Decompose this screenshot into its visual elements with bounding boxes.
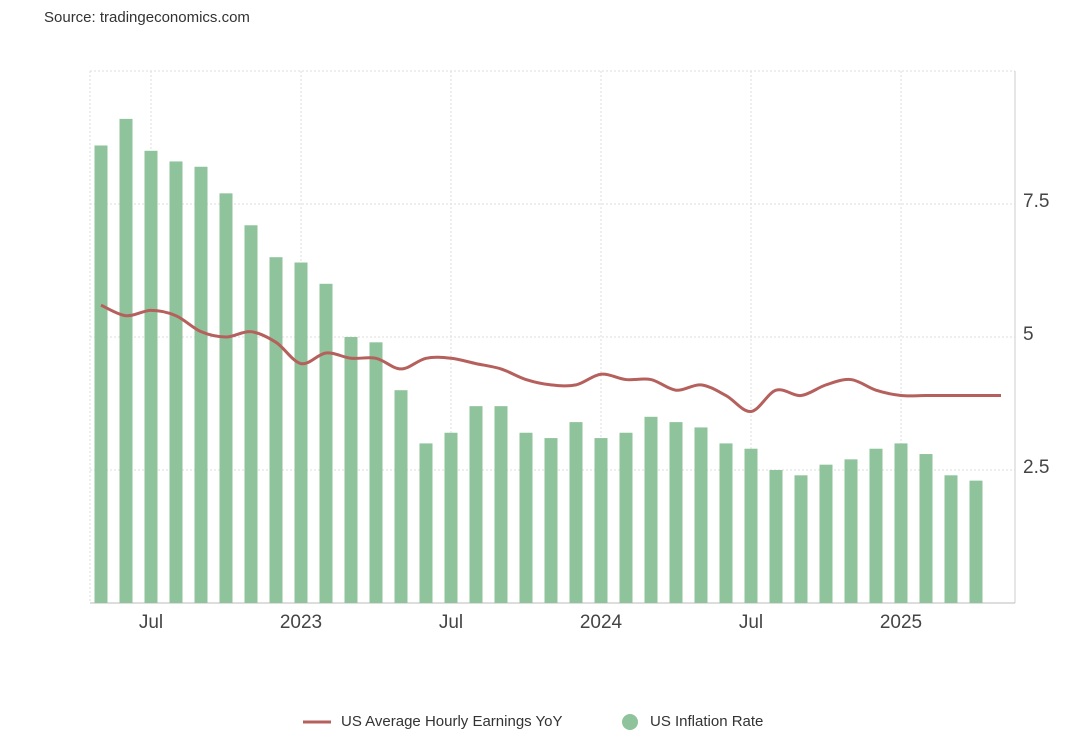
bar: [219, 193, 233, 604]
bar: [144, 150, 158, 604]
x-tick-label: 2024: [580, 612, 623, 633]
bar: [94, 145, 108, 604]
x-tick-label: Jul: [139, 612, 163, 633]
bar: [744, 448, 758, 603]
bar: [494, 406, 508, 603]
bar: [619, 432, 633, 603]
bar: [969, 480, 983, 603]
bar: [244, 225, 258, 603]
bar: [819, 464, 833, 603]
bar: [694, 427, 708, 603]
y-tick-label: 5: [1023, 324, 1034, 345]
bar: [169, 161, 183, 603]
bar: [394, 390, 408, 603]
y-tick-label: 7.5: [1023, 191, 1049, 212]
bar: [594, 438, 608, 603]
bar: [444, 432, 458, 603]
bar: [319, 283, 333, 603]
bar: [344, 337, 358, 603]
bar: [119, 118, 133, 603]
x-tick-label: Jul: [439, 612, 463, 633]
bar: [794, 475, 808, 603]
legend-label: US Inflation Rate: [650, 713, 763, 730]
bar: [894, 443, 908, 603]
legend-swatch: [622, 714, 638, 730]
bar: [269, 257, 283, 603]
bar: [569, 422, 583, 603]
bar: [844, 459, 858, 603]
x-tick-label: 2023: [280, 612, 322, 633]
legend-label: US Average Hourly Earnings YoY: [341, 713, 563, 730]
bar: [944, 475, 958, 603]
bar: [419, 443, 433, 603]
bar: [669, 422, 683, 603]
bar: [644, 416, 658, 603]
bar: [919, 454, 933, 603]
line: [100, 303, 1001, 413]
bar: [294, 262, 308, 603]
bar: [769, 470, 783, 603]
x-tick-label: Jul: [739, 612, 763, 633]
bar: [194, 166, 208, 603]
bar: [719, 443, 733, 603]
bar: [519, 432, 533, 603]
x-tick-label: 2025: [880, 612, 922, 633]
bar: [369, 342, 383, 603]
bar: [469, 406, 483, 603]
source: Source: tradingeconomics.com: [44, 9, 250, 26]
bar: [544, 438, 558, 603]
bar: [869, 448, 883, 603]
y-tick-label: 2.5: [1023, 457, 1049, 478]
